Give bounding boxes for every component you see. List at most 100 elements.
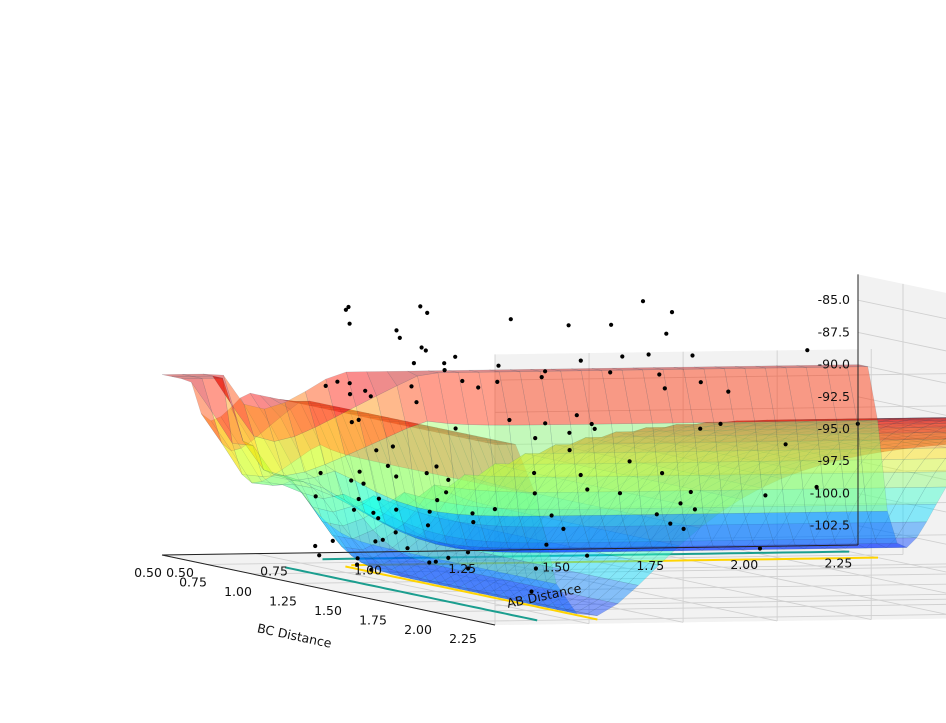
scatter-point <box>442 361 446 365</box>
scatter-point <box>590 422 594 426</box>
scatter-point <box>376 516 380 520</box>
scatter-point <box>534 566 538 570</box>
scatter-point <box>647 352 651 356</box>
y-tick-label: 1.00 <box>354 562 382 577</box>
y-tick-label: 1.50 <box>542 560 570 575</box>
scatter-point <box>348 322 352 326</box>
scatter-point <box>496 364 500 368</box>
scatter-point <box>356 556 360 560</box>
scatter-point <box>434 560 438 564</box>
scatter-point <box>398 336 402 340</box>
scatter-point <box>386 464 390 468</box>
scatter-point <box>352 508 356 512</box>
scatter-point <box>412 361 416 365</box>
scatter-point <box>425 311 429 315</box>
scatter-point <box>394 328 398 332</box>
scatter-point <box>453 355 457 359</box>
scatter-point <box>693 507 697 511</box>
scatter-point <box>618 491 622 495</box>
scatter-point <box>690 353 694 357</box>
scatter-point <box>726 390 730 394</box>
scatter-point <box>454 426 458 430</box>
scatter-point <box>377 497 381 501</box>
scatter-point <box>493 507 497 511</box>
scatter-point <box>443 368 447 372</box>
z-tick-label: -85.0 <box>818 292 850 307</box>
x-tick-label: 2.25 <box>449 631 477 646</box>
scatter-point <box>657 372 661 376</box>
scatter-point <box>567 323 571 327</box>
x-tick-label: 2.00 <box>404 622 432 637</box>
scatter-point <box>357 418 361 422</box>
scatter-point <box>434 464 438 468</box>
scatter-point <box>763 493 767 497</box>
scatter-point <box>471 520 475 524</box>
scatter-point <box>363 389 367 393</box>
scatter-point <box>361 482 365 486</box>
scatter-point <box>663 386 667 390</box>
scatter-point <box>533 436 537 440</box>
scatter-point <box>575 413 579 417</box>
scatter-point <box>699 380 703 384</box>
scatter-point <box>426 523 430 527</box>
scatter-point <box>446 478 450 482</box>
scatter-point <box>678 501 682 505</box>
scatter-point <box>543 369 547 373</box>
z-tick-label: -97.5 <box>818 453 850 468</box>
scatter-point <box>698 427 702 431</box>
scatter-point <box>664 332 668 336</box>
y-tick-label: 0.75 <box>260 564 288 579</box>
scatter-point <box>313 544 317 548</box>
scatter-point <box>348 381 352 385</box>
scatter-point <box>314 494 318 498</box>
scatter-point <box>585 554 589 558</box>
z-tick-label: -102.5 <box>810 518 850 533</box>
scatter-point <box>317 553 321 557</box>
x-tick-label: 1.00 <box>224 584 252 599</box>
scatter-point <box>460 379 464 383</box>
scatter-point <box>533 491 537 495</box>
scatter-point <box>374 448 378 452</box>
scatter-point <box>609 323 613 327</box>
scatter-point <box>405 546 409 550</box>
scatter-point <box>435 498 439 502</box>
x-axis-label: BC Distance <box>256 620 333 650</box>
scatter-point <box>585 487 589 491</box>
scatter-point <box>670 310 674 314</box>
scatter-point <box>758 546 762 550</box>
scatter-point <box>544 543 548 547</box>
scatter-point <box>593 427 597 431</box>
scatter-point <box>348 392 352 396</box>
scatter-point <box>608 370 612 374</box>
scatter-point <box>543 421 547 425</box>
scatter-point <box>641 299 645 303</box>
scatter-point <box>550 513 554 517</box>
x-tick-label: 1.75 <box>359 612 387 627</box>
scatter-point <box>319 471 323 475</box>
scatter-point <box>689 490 693 494</box>
scatter-point <box>567 431 571 435</box>
scatter-point <box>660 471 664 475</box>
scatter-point <box>391 444 395 448</box>
x-tick-label: 0.50 <box>134 565 162 580</box>
y-tick-label: 0.50 <box>166 565 194 580</box>
scatter-point <box>655 512 659 516</box>
z-tick-label: -92.5 <box>818 389 850 404</box>
y-tick-label: 1.25 <box>448 561 476 576</box>
scatter-point <box>718 422 722 426</box>
scatter-point <box>476 385 480 389</box>
z-tick-label: -95.0 <box>818 421 850 436</box>
scatter-point <box>425 471 429 475</box>
scatter-point <box>540 375 544 379</box>
scatter-point <box>357 497 361 501</box>
z-tick-label: -90.0 <box>818 357 850 372</box>
scatter-point <box>350 420 354 424</box>
z-tick-label: -87.5 <box>818 324 850 339</box>
scatter-point <box>805 348 809 352</box>
scatter-point <box>331 539 335 543</box>
scatter-point <box>784 442 788 446</box>
scatter-point <box>335 380 339 384</box>
scatter-point <box>568 448 572 452</box>
